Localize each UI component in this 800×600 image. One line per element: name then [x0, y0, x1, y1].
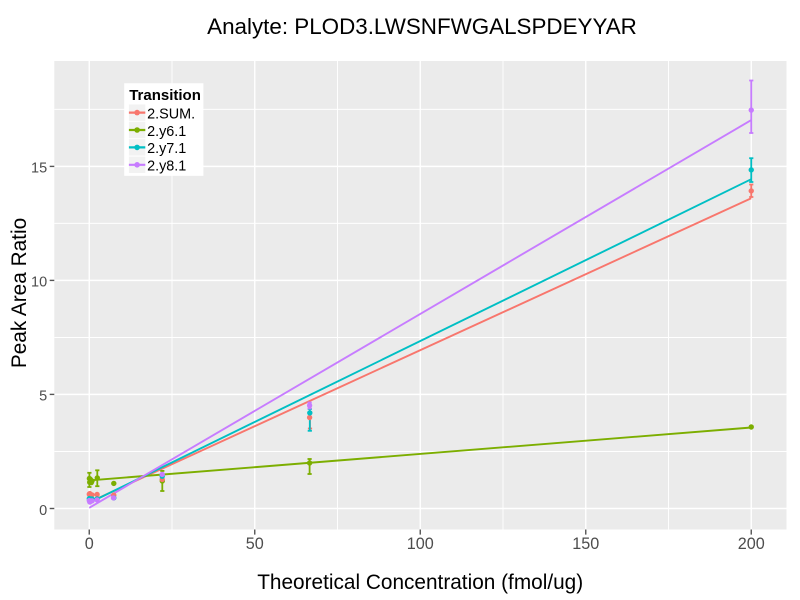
svg-text:2.y8.1: 2.y8.1	[147, 159, 186, 175]
svg-text:Peak Area Ratio: Peak Area Ratio	[8, 218, 31, 368]
svg-text:10: 10	[31, 275, 47, 291]
svg-text:2.y6.1: 2.y6.1	[147, 124, 186, 140]
svg-text:Transition: Transition	[129, 87, 201, 104]
svg-text:2.y7.1: 2.y7.1	[147, 141, 186, 157]
svg-text:150: 150	[572, 535, 599, 553]
svg-text:15: 15	[31, 161, 47, 177]
svg-text:0: 0	[39, 503, 47, 519]
svg-text:2.SUM.: 2.SUM.	[147, 106, 195, 122]
svg-text:50: 50	[246, 535, 264, 553]
svg-text:200: 200	[738, 535, 765, 553]
svg-text:0: 0	[85, 535, 94, 553]
svg-text:Theoretical Concentration (fmo: Theoretical Concentration (fmol/ug)	[257, 571, 583, 594]
svg-text:Analyte: PLOD3.LWSNFWGALSPDEYY: Analyte: PLOD3.LWSNFWGALSPDEYYAR	[207, 14, 637, 39]
svg-text:100: 100	[407, 535, 434, 553]
svg-text:5: 5	[39, 389, 47, 405]
